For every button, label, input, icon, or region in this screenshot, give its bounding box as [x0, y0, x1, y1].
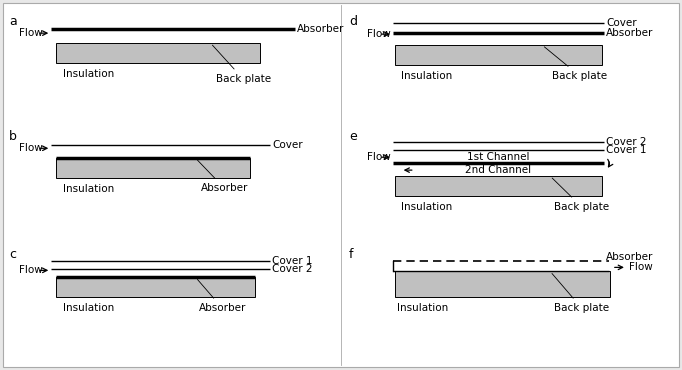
Text: a: a — [10, 15, 17, 28]
Text: Cover 2: Cover 2 — [606, 137, 647, 147]
Text: Absorber: Absorber — [606, 252, 653, 262]
Text: Flow: Flow — [629, 262, 653, 272]
Bar — [395, 271, 610, 297]
Text: e: e — [349, 130, 357, 144]
Text: Insulation: Insulation — [401, 202, 452, 212]
Text: Flow: Flow — [19, 265, 43, 275]
Text: Cover 1: Cover 1 — [272, 256, 313, 266]
Text: Absorber: Absorber — [198, 160, 248, 193]
Text: Back plate: Back plate — [552, 178, 609, 212]
Text: Back plate: Back plate — [212, 45, 271, 84]
Bar — [56, 158, 250, 178]
Text: c: c — [10, 248, 16, 260]
Text: Flow: Flow — [19, 143, 43, 153]
Text: 1st Channel: 1st Channel — [467, 152, 530, 162]
Text: Insulation: Insulation — [63, 303, 115, 313]
Bar — [56, 43, 261, 63]
Text: Absorber: Absorber — [197, 279, 246, 313]
Text: Insulation: Insulation — [397, 303, 448, 313]
Text: Back plate: Back plate — [544, 47, 607, 81]
FancyArrowPatch shape — [608, 159, 613, 167]
Text: Flow: Flow — [367, 29, 391, 39]
Text: Cover: Cover — [272, 140, 303, 150]
Text: Absorber: Absorber — [606, 28, 653, 38]
Text: Insulation: Insulation — [401, 71, 452, 81]
Text: 2nd Channel: 2nd Channel — [465, 165, 531, 175]
Text: Absorber: Absorber — [297, 24, 344, 34]
Text: Back plate: Back plate — [552, 273, 609, 313]
Text: d: d — [349, 15, 357, 28]
Bar — [395, 45, 602, 65]
Text: Cover 2: Cover 2 — [272, 264, 313, 275]
Text: Cover 1: Cover 1 — [606, 145, 647, 155]
Text: Insulation: Insulation — [63, 69, 115, 79]
Bar — [56, 277, 255, 297]
Text: Cover: Cover — [606, 18, 636, 28]
Text: b: b — [10, 130, 17, 144]
Text: Flow: Flow — [19, 28, 43, 38]
Text: f: f — [349, 248, 353, 260]
Text: Insulation: Insulation — [63, 184, 115, 194]
Text: Flow: Flow — [367, 152, 391, 162]
Bar — [395, 176, 602, 196]
